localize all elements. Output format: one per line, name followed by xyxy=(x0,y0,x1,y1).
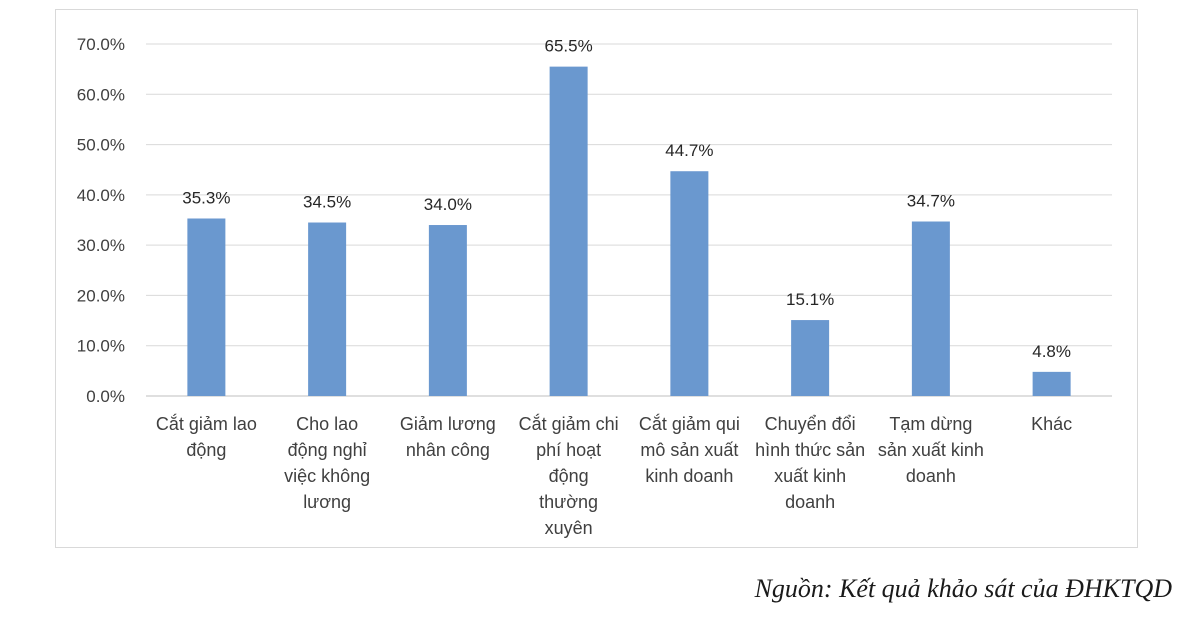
x-tick-label: hình thức sản xyxy=(755,440,865,460)
x-tick-label: sản xuất kinh xyxy=(878,440,984,460)
data-label: 15.1% xyxy=(786,290,834,309)
data-label: 35.3% xyxy=(182,188,230,207)
bar xyxy=(791,320,830,396)
x-tick-label: doanh xyxy=(785,492,835,512)
x-tick-label: Giảm lương xyxy=(400,414,496,434)
x-tick-label: mô sản xuất xyxy=(640,440,738,460)
y-tick-label: 50.0% xyxy=(77,136,125,155)
y-tick-label: 0.0% xyxy=(86,387,125,406)
x-tick-label: Cắt giảm chi xyxy=(519,413,619,434)
source-note: Nguồn: Kết quả khảo sát của ĐHKTQD xyxy=(754,574,1172,603)
x-tick-label: động xyxy=(186,440,226,460)
y-tick-label: 30.0% xyxy=(77,236,125,255)
y-tick-label: 40.0% xyxy=(77,186,125,205)
chart-frame xyxy=(55,9,1138,548)
y-tick-label: 10.0% xyxy=(77,337,125,356)
x-tick-label: động nghỉ xyxy=(288,440,367,460)
y-tick-label: 60.0% xyxy=(77,85,125,104)
data-label: 34.5% xyxy=(303,193,351,212)
x-tick-label: việc không xyxy=(284,466,370,486)
bar xyxy=(308,222,347,396)
x-tick-label: Cho lao xyxy=(296,414,358,434)
bar xyxy=(187,218,226,396)
x-tick-label: động xyxy=(549,466,589,486)
data-label: 4.8% xyxy=(1032,342,1071,361)
x-tick-label: nhân công xyxy=(406,440,490,460)
y-tick-label: 20.0% xyxy=(77,286,125,305)
x-tick-label: thường xyxy=(539,492,598,512)
data-label: 34.7% xyxy=(907,192,955,211)
x-tick-label: Khác xyxy=(1031,414,1072,434)
x-tick-label: xuất kinh xyxy=(774,466,846,486)
x-tick-label: Cắt giảm lao xyxy=(156,413,257,434)
x-tick-label: lương xyxy=(303,492,351,512)
data-label: 65.5% xyxy=(545,37,593,56)
x-tick-label: kinh doanh xyxy=(645,466,733,486)
bar xyxy=(911,221,950,396)
x-tick-label: Chuyển đổi xyxy=(765,414,856,434)
y-tick-label: 70.0% xyxy=(77,35,125,54)
data-label: 34.0% xyxy=(424,195,472,214)
x-tick-label: doanh xyxy=(906,466,956,486)
data-label: 44.7% xyxy=(665,141,713,160)
bar xyxy=(670,171,709,396)
bar xyxy=(428,225,467,396)
x-tick-label: Cắt giảm qui xyxy=(639,413,740,434)
x-tick-label: Tạm dừng xyxy=(889,414,972,434)
x-tick-label: xuyên xyxy=(545,518,593,538)
bar xyxy=(549,66,588,396)
x-tick-label: phí hoạt xyxy=(536,440,601,460)
bar xyxy=(1032,371,1071,396)
